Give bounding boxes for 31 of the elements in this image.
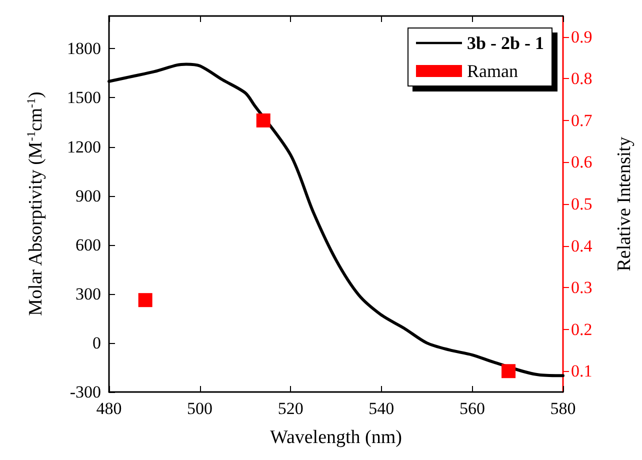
x-tick-label: 500: [187, 399, 213, 418]
y2-tick-label: 0.5: [571, 194, 592, 214]
x-tick-label: 480: [96, 399, 122, 418]
y-tick-label: 900: [76, 186, 101, 206]
y-tick-label: 600: [76, 235, 101, 254]
y2-tick-label: 0.8: [571, 69, 592, 88]
y-tick-label: -300: [70, 382, 101, 402]
legend-label: Raman: [466, 61, 518, 81]
y2-axis-title: Relative Intensity: [614, 136, 635, 272]
point: [256, 113, 270, 128]
y2-tick-label: 0.9: [571, 27, 592, 46]
y2-tick-label: 0.1: [571, 362, 592, 381]
x-tick-label: 540: [368, 399, 394, 418]
y-tick-label: 1500: [67, 88, 101, 108]
y2-tick-label: 0.7: [571, 110, 593, 130]
y2-tick-label: 0.6: [571, 152, 592, 172]
y2-tick-label: 0.3: [571, 278, 592, 298]
y-tick-label: 0: [92, 333, 101, 352]
y-tick-label: 1800: [67, 39, 101, 58]
y-axis-title: Molar Absorptivity (M-1cm-1): [24, 92, 46, 316]
y2-tick-label: 0.4: [571, 236, 593, 256]
point: [502, 364, 516, 378]
y-tick-label: 1200: [67, 137, 101, 156]
x-tick-label: 520: [278, 399, 304, 418]
legend-label: 3b - 2b - 1: [466, 33, 544, 53]
y2-tick-label: 0.2: [571, 320, 592, 339]
x-tick-label: 580: [550, 399, 576, 418]
y-tick-label: 300: [76, 284, 101, 304]
x-tick-label: 560: [459, 399, 485, 418]
point: [138, 293, 152, 308]
x-axis-title: Wavelength (nm): [270, 427, 402, 448]
